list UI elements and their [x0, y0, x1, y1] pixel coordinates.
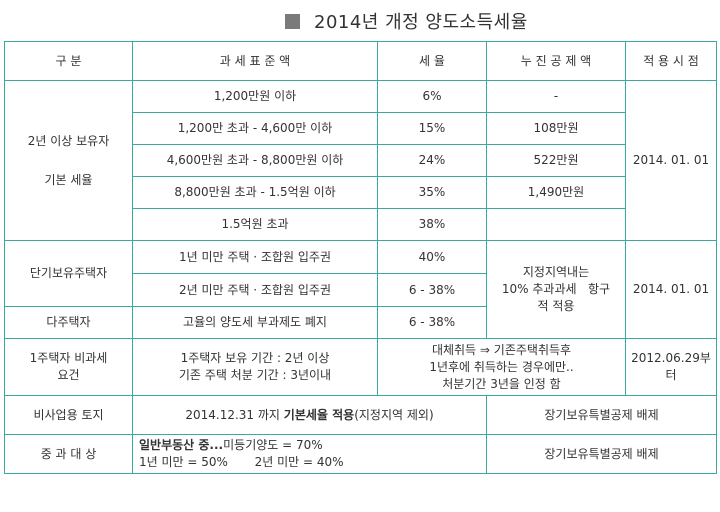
rate-cell: 24% — [377, 144, 487, 177]
header-category: 구 분 — [4, 41, 133, 81]
bracket-cell: 8,800만원 초과 - 1.5억원 이하 — [132, 176, 378, 209]
deduction-cell: 1,490만원 — [486, 176, 626, 209]
table-row: 비사업용 토지 2014.12.31 까지 기본세율 적용(지정지역 제외) 장… — [4, 395, 717, 435]
basic-date: 2014. 01. 01 — [625, 80, 717, 241]
rate-cell: 6 - 38% — [377, 273, 487, 307]
tax-rate-table: 구 분 과 세 표 준 액 세 율 누 진 공 제 액 적 용 시 점 2년 이… — [4, 41, 717, 474]
header-row: 구 분 과 세 표 준 액 세 율 누 진 공 제 액 적 용 시 점 — [4, 41, 717, 81]
header-bracket: 과 세 표 준 액 — [132, 41, 378, 81]
non-business-land-text: 2014.12.31 까지 기본세율 적용(지정지역 제외) — [132, 395, 487, 435]
short-term-category: 단기보유주택자 — [4, 240, 133, 307]
header-date: 적 용 시 점 — [625, 41, 717, 81]
table-row: 중 과 대 상 일반부동산 중...미등기양도 = 70% 1년 미만 = 50… — [4, 434, 717, 474]
table-row: 단기보유주택자 1년 미만 주택 · 조합원 입주권 40% 지정지역내는 10… — [4, 240, 717, 339]
bracket-cell: 고율의 양도세 부과제도 폐지 — [132, 306, 378, 339]
bracket-cell: 1년 미만 주택 · 조합원 입주권 — [132, 240, 378, 274]
heavy-tax-category: 중 과 대 상 — [4, 434, 133, 474]
short-term-deduction-note: 지정지역내는 10% 추과과세 항구 적 적용 — [486, 240, 626, 339]
bracket-cell: 4,600만원 초과 - 8,800만원 이하 — [132, 144, 378, 177]
table-row: 다주택자 고율의 양도세 부과제도 폐지 6 - 38% — [4, 306, 717, 339]
deduction-cell: - — [486, 80, 626, 113]
non-business-land-deduction: 장기보유특별공제 배제 — [486, 395, 717, 435]
table-row: 8,800만원 초과 - 1.5억원 이하 35% 1,490만원 — [5, 176, 717, 209]
table-row: 1.5억원 초과 38% — [5, 208, 717, 241]
bracket-cell: 1,200만원 이하 — [132, 80, 378, 113]
heavy-tax-deduction: 장기보유특별공제 배제 — [486, 434, 717, 474]
rate-cell: 40% — [377, 240, 487, 274]
header-deduction: 누 진 공 제 액 — [486, 41, 626, 81]
table-row: 2년 미만 주택 · 조합원 입주권 6 - 38% — [5, 273, 717, 307]
deduction-cell: 522만원 — [486, 144, 626, 177]
rate-cell: 35% — [377, 176, 487, 209]
single-home-category: 1주택자 비과세 요건 — [4, 338, 133, 396]
bracket-cell: 2년 미만 주택 · 조합원 입주권 — [132, 273, 378, 307]
header-rate: 세 율 — [377, 41, 487, 81]
table-row: 4,600만원 초과 - 8,800만원 이하 24% 522만원 — [5, 144, 717, 177]
heavy-tax-rates: 일반부동산 중...미등기양도 = 70% 1년 미만 = 50% 2년 미만 … — [132, 434, 487, 474]
basic-category: 2년 이상 보유자 기본 세율 — [4, 80, 133, 241]
rate-cell: 6 - 38% — [377, 306, 487, 339]
deduction-cell: 108만원 — [486, 112, 626, 145]
deduction-cell — [486, 208, 626, 241]
bracket-cell: 1.5억원 초과 — [132, 208, 378, 241]
rate-cell: 15% — [377, 112, 487, 145]
rate-cell: 38% — [377, 208, 487, 241]
rate-cell: 6% — [377, 80, 487, 113]
single-home-note: 대체취득 ⇒ 기존주택취득후 1년후에 취득하는 경우에만.. 처분기간 3년을… — [377, 338, 626, 396]
table-row: 2년 이상 보유자 기본 세율 1,200만원 이하 6% - 2014. 01… — [4, 80, 717, 241]
square-bullet-icon — [285, 13, 300, 29]
non-business-land-category: 비사업용 토지 — [4, 395, 133, 435]
bracket-cell: 1,200만 초과 - 4,600만 이하 — [132, 112, 378, 145]
table-row: 1,200만 초과 - 4,600만 이하 15% 108만원 — [5, 112, 717, 145]
single-home-date: 2012.06.29부 터 — [625, 338, 717, 396]
table-row: 1주택자 비과세 요건 1주택자 보유 기간 : 2년 이상 기존 주택 처분 … — [4, 338, 717, 396]
short-term-date: 2014. 01. 01 — [625, 240, 717, 339]
multi-home-category: 다주택자 — [4, 306, 133, 339]
title-text: 2014년 개정 양도소득세율 — [314, 12, 528, 33]
single-home-conditions: 1주택자 보유 기간 : 2년 이상 기존 주택 처분 기간 : 3년이내 — [132, 338, 378, 396]
page-title: 2014년 개정 양도소득세율 — [285, 8, 528, 34]
